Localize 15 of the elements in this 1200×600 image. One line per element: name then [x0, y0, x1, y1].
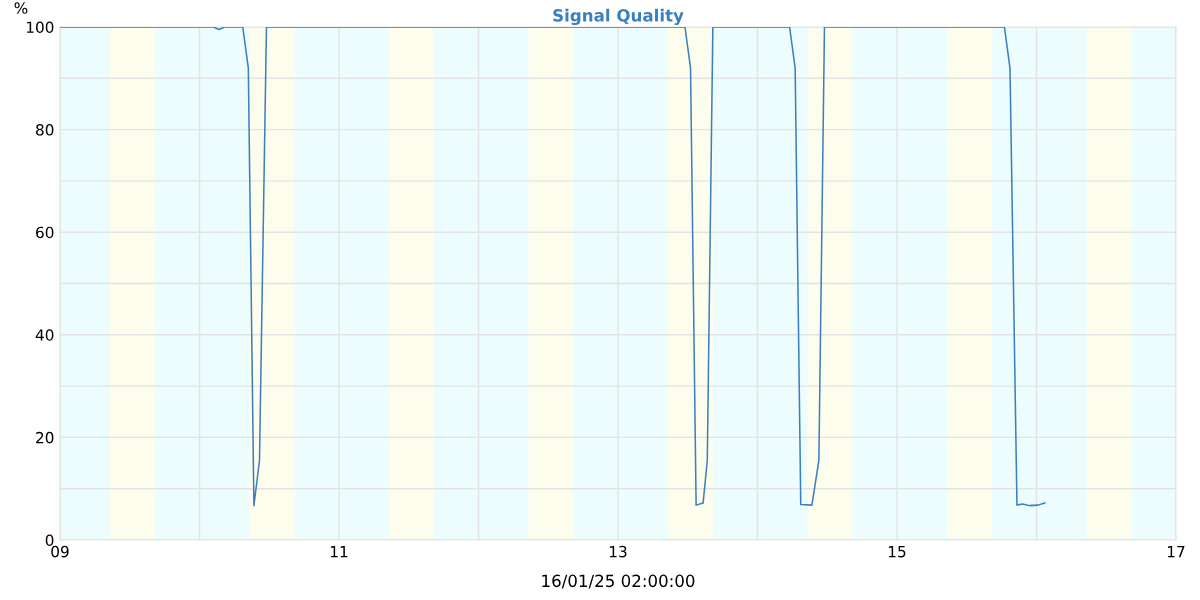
y-tick-label: 60 — [36, 226, 54, 239]
y-tick-label: 0 — [45, 534, 54, 547]
x-tick-label: 15 — [888, 546, 906, 558]
y-tick-label: 80 — [36, 124, 54, 136]
x-tick-label: 17 — [1167, 546, 1185, 558]
x-tick-label: 09 — [51, 545, 69, 558]
x-axis-title: 16/01/25 02:00:00 — [542, 574, 695, 589]
x-tick-label: 11 — [330, 546, 348, 558]
chart-title: Signal Quality — [553, 8, 684, 26]
y-axis-title: % — [14, 2, 28, 14]
line-series — [60, 27, 1046, 507]
x-tick-label: 13 — [609, 545, 627, 558]
y-tick-label: 100 — [26, 21, 54, 34]
y-tick-label: 20 — [36, 431, 54, 444]
y-tick-label: 40 — [35, 329, 54, 341]
